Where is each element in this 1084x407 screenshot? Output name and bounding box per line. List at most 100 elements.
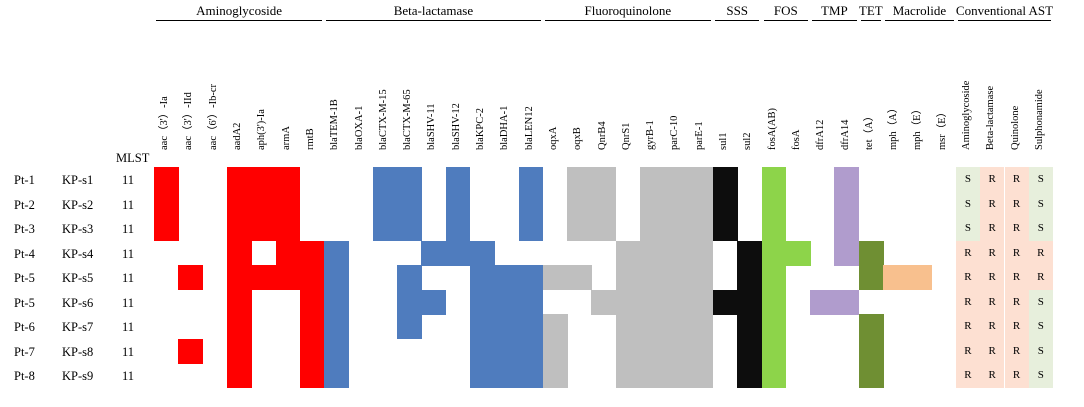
mlst-value: 11	[122, 369, 135, 383]
mlst-value: 11	[122, 320, 135, 334]
gene-present-cell	[226, 314, 252, 340]
mlst-value: 11	[122, 197, 135, 212]
gene-present-cell	[494, 314, 520, 340]
patient-label: Pt-5	[14, 271, 35, 285]
ast-cell	[1004, 167, 1029, 192]
patient-label: Pt-3	[14, 222, 35, 236]
column-header: blaKPC-2	[475, 108, 487, 150]
ast-value: R	[1037, 246, 1045, 259]
ast-value: S	[1037, 222, 1044, 234]
column-header: gyrB-1	[645, 120, 657, 150]
gene-present-cell	[640, 216, 665, 242]
column-header: sul1	[718, 132, 730, 150]
gene-present-cell	[445, 216, 471, 242]
isolate-label: KP-s2	[62, 197, 94, 212]
gene-present-cell	[397, 167, 422, 193]
gene-present-cell	[761, 167, 787, 193]
column-header: armA	[280, 126, 292, 150]
gene-present-cell	[299, 314, 325, 340]
mlst-value: 11	[122, 271, 135, 285]
gene-present-cell	[615, 240, 641, 266]
gene-present-cell	[688, 363, 714, 389]
gene-present-cell	[591, 167, 617, 193]
gene-present-cell	[324, 338, 349, 364]
ast-value: S	[1037, 369, 1044, 381]
column-header: msr（E）	[936, 106, 948, 150]
gene-present-cell	[421, 240, 447, 266]
group-rule	[812, 20, 857, 21]
column-header: sul2	[742, 132, 754, 150]
gene-present-cell	[737, 289, 763, 315]
group-header: Aminoglycoside	[196, 3, 283, 18]
ast-value: R	[1012, 320, 1021, 332]
ast-value: R	[1012, 344, 1021, 357]
gene-present-cell	[761, 363, 787, 389]
ast-value: S	[1037, 197, 1044, 210]
ast-value: R	[988, 295, 996, 308]
column-header: dfrA14	[839, 119, 851, 150]
column-header: aac（3'）-IId	[183, 92, 195, 150]
gene-present-cell	[688, 240, 714, 266]
group-rule	[326, 20, 541, 21]
gene-present-cell	[737, 338, 763, 364]
gene-present-cell	[664, 240, 690, 266]
ast-value: R	[964, 246, 972, 259]
gene-present-cell	[275, 191, 301, 217]
gene-present-cell	[469, 240, 495, 266]
ast-cell	[980, 240, 1005, 265]
column-header: parE-1	[693, 121, 705, 150]
column-header: blaLEN12	[523, 106, 535, 150]
column-header: blaSHV-11	[426, 103, 438, 150]
patient-label: Pt-1	[14, 173, 35, 187]
gene-present-cell	[688, 167, 714, 193]
gene-present-cell	[226, 265, 252, 291]
ast-cell	[1004, 289, 1029, 314]
ast-value: S	[1037, 173, 1044, 185]
gene-present-cell	[761, 338, 787, 364]
gene-present-cell	[445, 191, 471, 217]
gene-present-cell	[324, 265, 349, 291]
isolate-label: KP-s7	[62, 320, 94, 334]
ast-cell	[1028, 265, 1054, 290]
gene-present-cell	[372, 167, 398, 193]
column-header: aph(3')-Ia	[256, 109, 268, 150]
gene-present-cell	[154, 191, 179, 217]
ast-value: R	[1012, 173, 1021, 185]
column-header: aac（3'）-Ia	[159, 96, 171, 150]
gene-present-cell	[858, 265, 884, 291]
ast-cell	[1028, 338, 1054, 363]
column-header: tet（A）	[863, 110, 875, 150]
mlst-value: 11	[122, 246, 135, 261]
gene-present-cell	[664, 289, 690, 315]
isolate-label: KP-s5	[62, 271, 94, 285]
column-header: aadA2	[232, 122, 244, 150]
ast-value: R	[988, 344, 996, 357]
ast-value: R	[1012, 369, 1021, 381]
gene-present-cell	[469, 265, 495, 291]
ast-value: R	[1012, 295, 1021, 308]
gene-present-cell	[858, 338, 884, 364]
ast-cell	[955, 167, 981, 192]
column-header: fosA(AB)	[766, 108, 778, 150]
gene-present-cell	[737, 265, 763, 291]
ast-cell	[980, 289, 1005, 314]
ast-value: S	[964, 173, 971, 185]
gene-present-cell	[591, 216, 617, 242]
isolate-label: KP-s8	[62, 344, 94, 359]
column-header: fosA	[790, 129, 802, 150]
ast-cell	[980, 363, 1005, 388]
gene-present-cell	[834, 167, 860, 193]
ast-value: S	[1037, 344, 1044, 357]
gene-present-cell	[518, 363, 544, 389]
ast-cell	[1028, 240, 1054, 265]
ast-value: R	[988, 246, 996, 259]
gene-present-cell	[810, 289, 835, 315]
group-header: Macrolide	[892, 3, 947, 18]
ast-cell	[980, 338, 1005, 363]
gene-present-cell	[640, 240, 665, 266]
group-rule	[957, 20, 1052, 21]
gene-present-cell	[615, 338, 641, 364]
gene-present-cell	[858, 240, 884, 266]
ast-value: R	[988, 197, 996, 210]
group-header: FOS	[773, 3, 798, 18]
